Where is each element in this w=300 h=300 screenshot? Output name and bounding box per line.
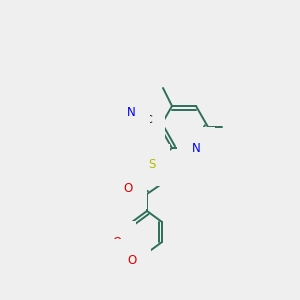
Text: S: S <box>148 158 156 172</box>
Text: O: O <box>128 254 136 266</box>
Text: N: N <box>192 142 200 154</box>
Text: O: O <box>123 182 133 194</box>
Text: N: N <box>127 106 135 119</box>
Text: C: C <box>144 115 152 125</box>
Text: O: O <box>112 236 122 248</box>
